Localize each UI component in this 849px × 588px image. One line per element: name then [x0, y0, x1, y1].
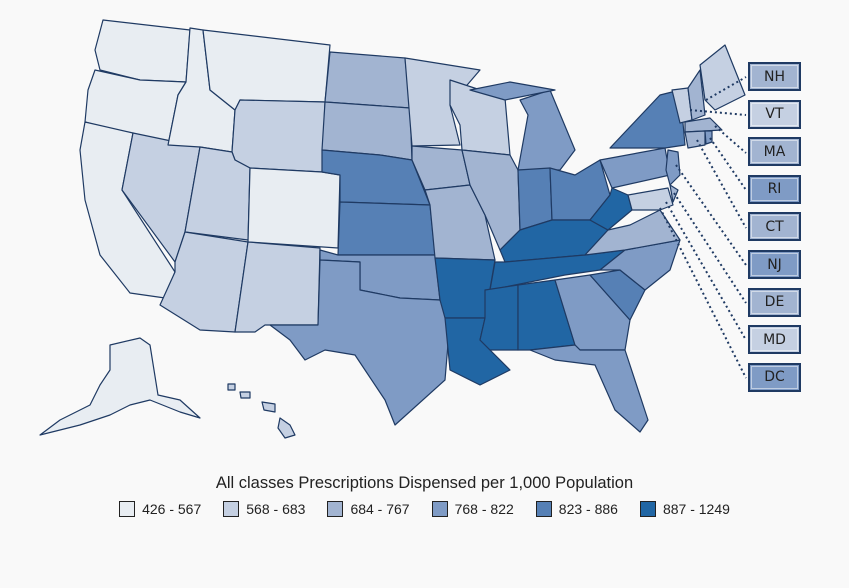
- state-NJ[interactable]: [665, 149, 681, 186]
- state-TX[interactable]: [269, 259, 451, 426]
- state-CO[interactable]: [247, 167, 341, 249]
- state-HI-oahu[interactable]: [239, 391, 251, 399]
- legend-swatch: [431, 501, 448, 517]
- callout-box-DC[interactable]: DC: [748, 362, 801, 392]
- state-ME[interactable]: [699, 44, 746, 111]
- legend-title: All classes Prescriptions Dispensed per …: [215, 474, 634, 492]
- state-KS[interactable]: [337, 201, 436, 256]
- legend-swatch: [119, 501, 136, 517]
- state-MS[interactable]: [479, 284, 519, 351]
- state-ND[interactable]: [324, 51, 411, 109]
- legend-label: 426 - 567: [142, 501, 202, 517]
- us-choropleth-map: [39, 19, 747, 439]
- state-NM[interactable]: [234, 241, 321, 333]
- state-MT[interactable]: [202, 29, 331, 111]
- callout-box-VT[interactable]: VT: [748, 99, 801, 129]
- state-HI-kauai[interactable]: [227, 383, 236, 391]
- callout-box-MD[interactable]: MD: [748, 325, 801, 355]
- legend-item: 768 - 822: [431, 501, 514, 517]
- legend-swatch: [327, 501, 344, 517]
- callout-box-DE[interactable]: DE: [748, 287, 801, 317]
- legend: All classes Prescriptions Dispensed per …: [0, 474, 849, 517]
- state-RI[interactable]: [704, 130, 713, 145]
- state-FL[interactable]: [529, 344, 649, 433]
- legend-label: 568 - 683: [246, 501, 306, 517]
- legend-label: 823 - 886: [558, 501, 618, 517]
- state-MA[interactable]: [684, 117, 723, 133]
- state-HI-big[interactable]: [277, 417, 296, 439]
- state-MI-upper[interactable]: [469, 81, 556, 101]
- state-WY[interactable]: [231, 99, 326, 173]
- callout-box-MA[interactable]: MA: [748, 137, 801, 167]
- legend-swatch: [535, 501, 552, 517]
- legend-label: 768 - 822: [454, 501, 514, 517]
- callout-box-RI[interactable]: RI: [748, 174, 801, 204]
- state-MI[interactable]: [517, 89, 576, 171]
- state-CT[interactable]: [684, 130, 706, 149]
- legend-swatch: [639, 501, 656, 517]
- state-MD[interactable]: [627, 187, 674, 211]
- state-HI-maui[interactable]: [261, 401, 276, 413]
- legend-items: 426 - 567 568 - 683 684 - 767 768 - 822 …: [0, 501, 849, 517]
- callout-box-NH[interactable]: NH: [748, 62, 801, 91]
- callout-box-CT[interactable]: CT: [748, 212, 801, 242]
- legend-swatch: [223, 501, 240, 517]
- callout-leaders: [659, 76, 747, 379]
- legend-item: 887 - 1249: [639, 501, 730, 517]
- state-AK[interactable]: [39, 337, 201, 436]
- legend-item: 823 - 886: [535, 501, 618, 517]
- legend-label: 684 - 767: [350, 501, 410, 517]
- legend-item: 426 - 567: [119, 501, 201, 517]
- state-MN[interactable]: [404, 57, 481, 147]
- legend-item: 684 - 767: [327, 501, 410, 517]
- legend-label: 887 - 1249: [662, 501, 730, 517]
- state-PA[interactable]: [599, 147, 671, 189]
- callout-box-NJ[interactable]: NJ: [748, 250, 801, 279]
- state-IN[interactable]: [517, 167, 553, 231]
- legend-item: 568 - 683: [223, 501, 305, 517]
